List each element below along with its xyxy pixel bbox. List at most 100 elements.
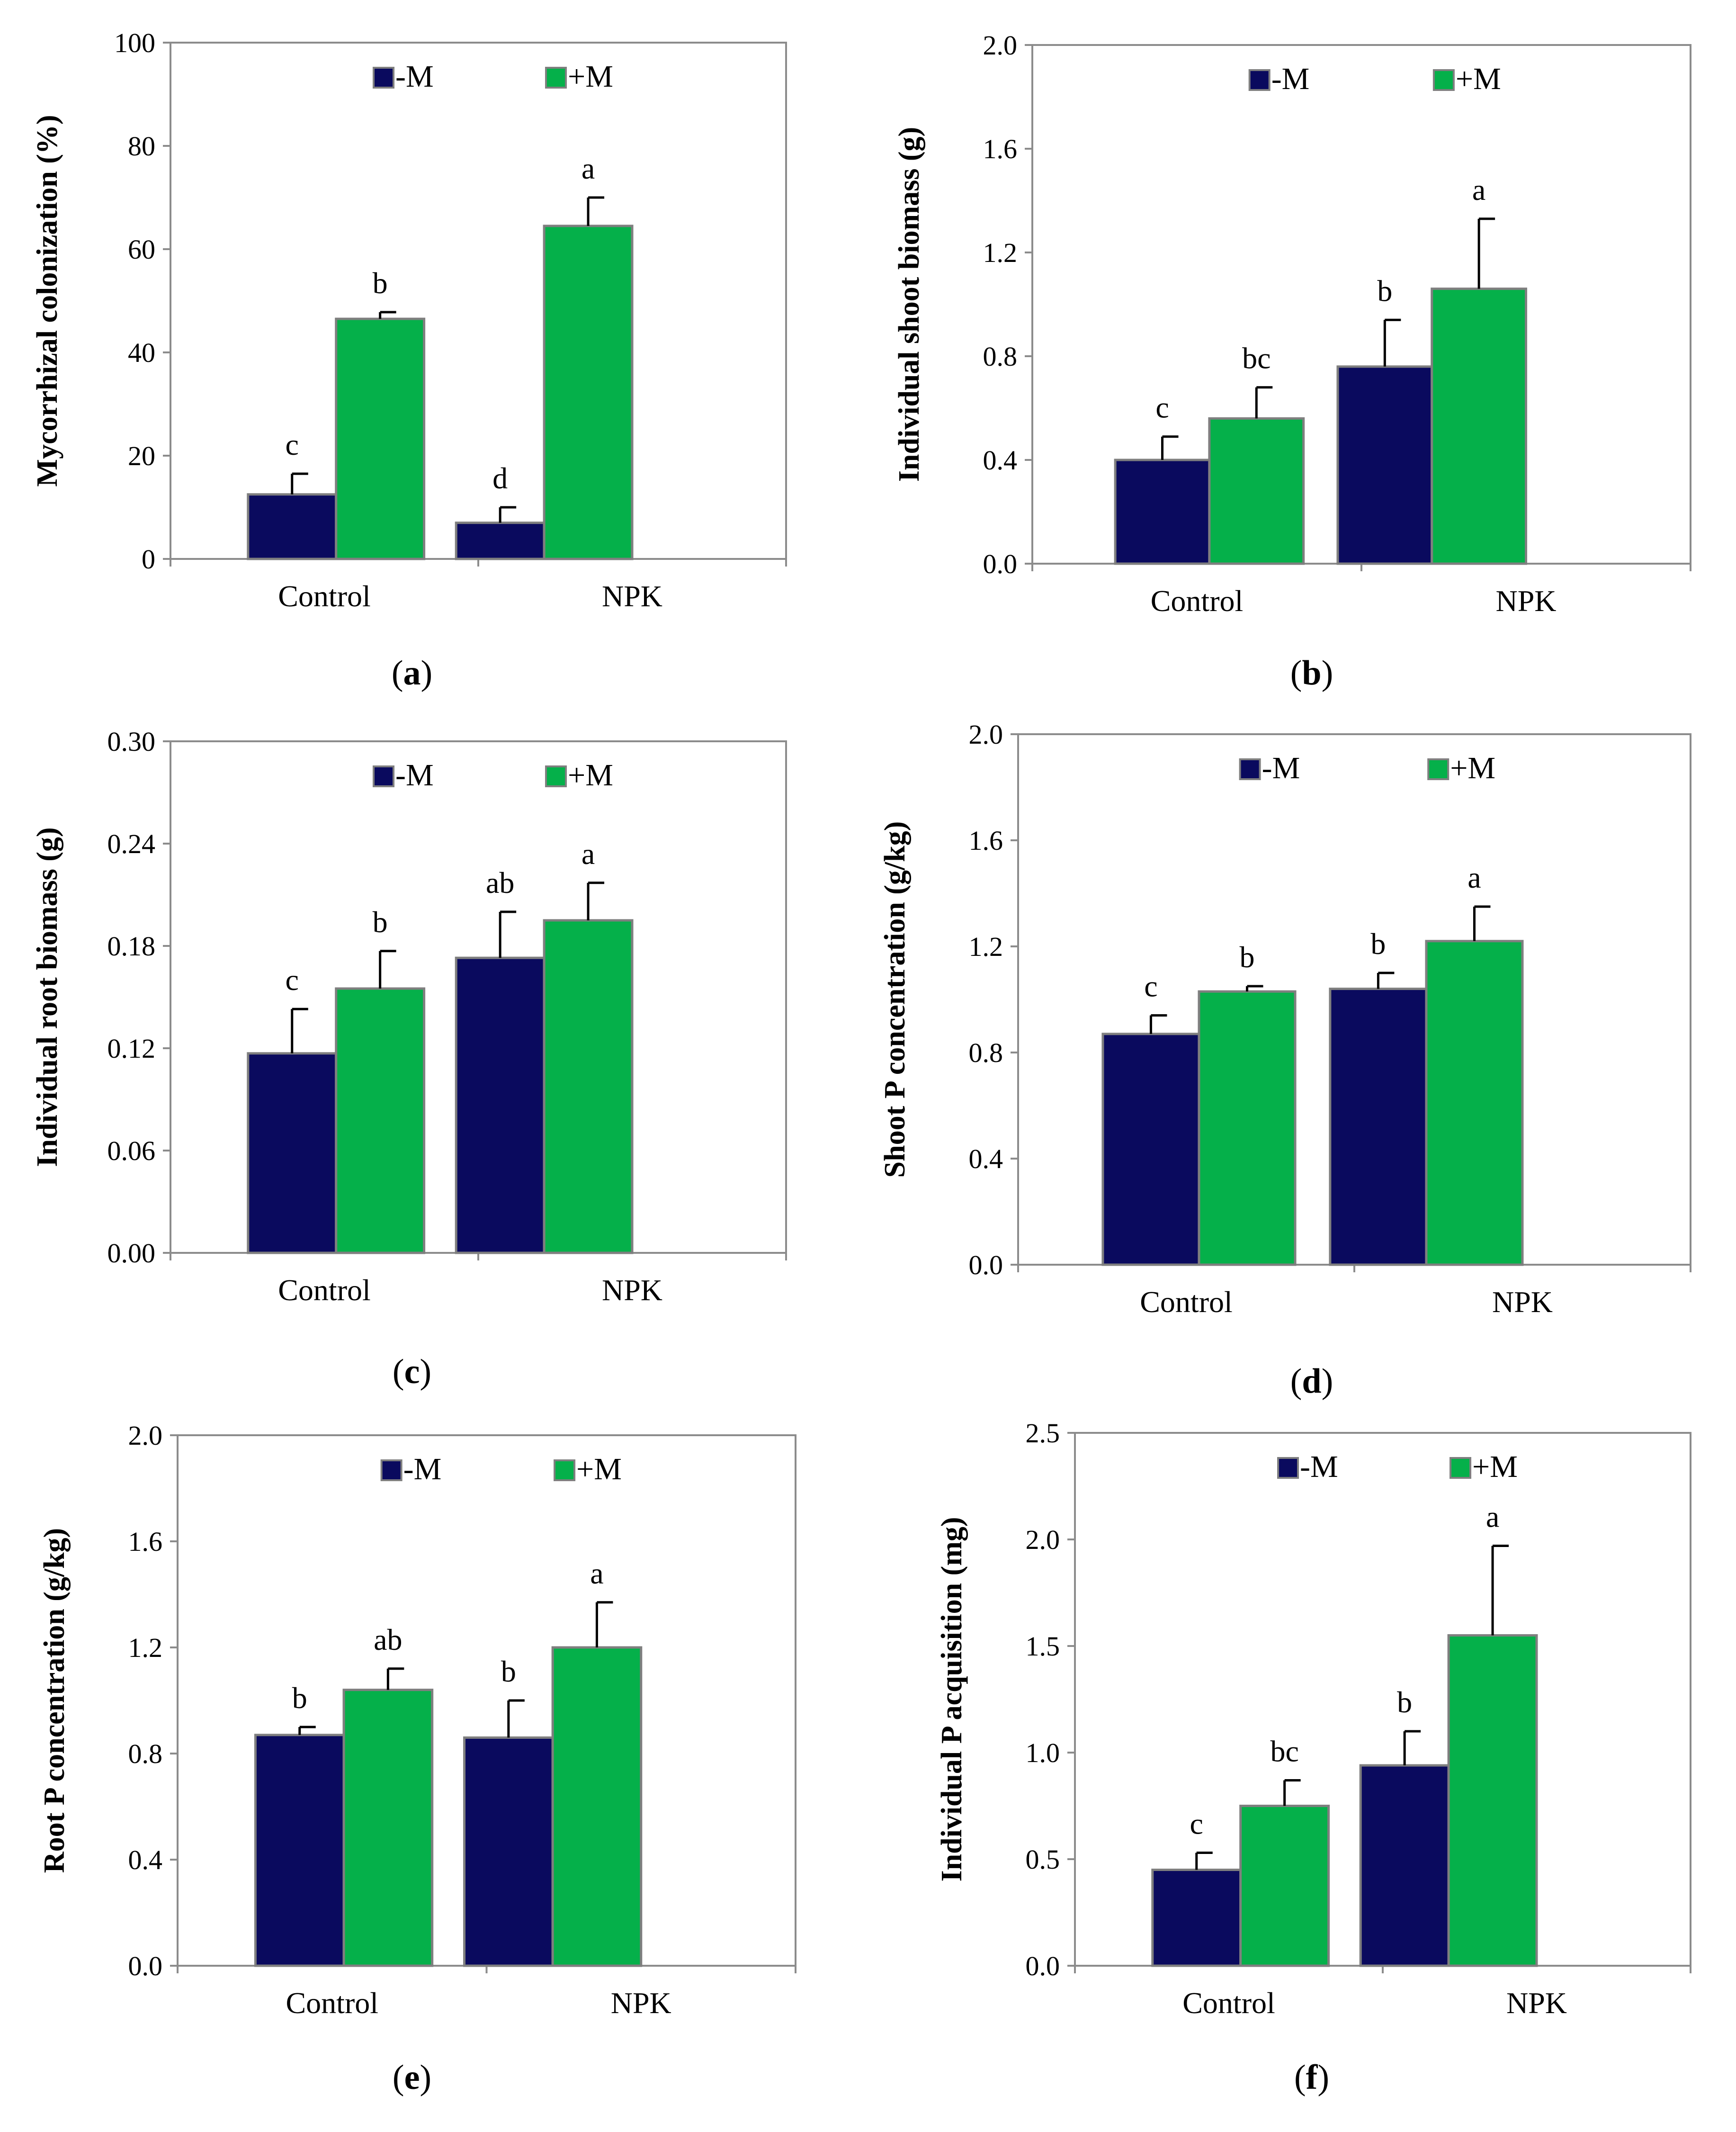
y-tick-label: 1.6 <box>983 134 1018 164</box>
bar-minus-m-control <box>247 1052 338 1254</box>
y-axis-label: Shoot P concentration (g/kg) <box>879 821 911 1178</box>
y-tick-label: 0.8 <box>128 1738 163 1769</box>
legend-swatch-plus-m <box>1450 1457 1471 1479</box>
significance-letter: d <box>492 461 508 495</box>
bar-minus-m-npk <box>1336 365 1433 565</box>
legend-swatch-plus-m <box>545 765 567 787</box>
x-tick-label-npk: NPK <box>1492 1285 1553 1319</box>
chart-panel-a: 0 20 40 60 80 100 Control NPK Mycorrhizal coloni… <box>31 27 787 693</box>
bar-plus-m-control <box>342 1689 434 1967</box>
y-tick-label: 1.2 <box>969 931 1003 962</box>
bar-plus-m-control <box>1208 417 1305 565</box>
significance-letter: bc <box>1242 342 1271 375</box>
significance-letter: a <box>1468 861 1481 894</box>
legend-label-plus-m: +M <box>568 758 613 792</box>
x-tick-label-npk: NPK <box>602 1273 662 1307</box>
x-tick-label-npk: NPK <box>1506 1986 1567 2020</box>
chart-panel-e: 0.0 0.4 0.8 1.2 1.6 2.0 Control NPK Root P conce… <box>38 1420 796 2097</box>
x-tick-label-npk: NPK <box>602 579 662 613</box>
y-tick-label: 2.0 <box>1026 1524 1060 1555</box>
x-tick-label-npk: NPK <box>611 1986 671 2020</box>
y-tick-label: 1.2 <box>983 237 1018 268</box>
legend-swatch-minus-m <box>373 765 394 787</box>
chart-panel-b: 0.0 0.4 0.8 1.2 1.6 2.0 Control NPK Individual s… <box>893 30 1691 693</box>
y-tick-label: 0.8 <box>983 341 1018 372</box>
y-tick-label: 40 <box>128 337 155 368</box>
bar-plus-m-npk <box>1431 288 1527 565</box>
bar-plus-m-npk <box>551 1646 643 1967</box>
significance-letter: b <box>1377 274 1392 307</box>
x-tick-label-control: Control <box>1140 1285 1233 1319</box>
significance-letter: a <box>1486 1500 1499 1534</box>
y-tick-label: 0.4 <box>983 445 1018 476</box>
significance-letter: b <box>292 1681 307 1715</box>
y-tick-label: 0.24 <box>107 828 156 859</box>
panel-caption-a: (a) <box>392 654 432 693</box>
bar-plus-m-control <box>1239 1805 1330 1967</box>
legend-label-minus-m: -M <box>1271 62 1310 96</box>
legend-swatch-plus-m <box>1432 69 1455 91</box>
significance-letter: b <box>1370 927 1386 961</box>
bar-plus-m-npk <box>1447 1634 1538 1967</box>
y-tick-label: 100 <box>114 27 155 58</box>
significance-letter: c <box>1190 1807 1203 1841</box>
bar-minus-m-control <box>254 1734 345 1967</box>
y-tick-label: 0.0 <box>1026 1951 1060 1981</box>
legend-label-minus-m: -M <box>395 758 434 792</box>
significance-letter: b <box>373 905 388 939</box>
legend-swatch-minus-m <box>1239 758 1261 780</box>
significance-letter: b <box>1240 940 1255 974</box>
y-tick-label: 0.4 <box>969 1143 1003 1174</box>
legend-label-plus-m: +M <box>1472 1449 1518 1484</box>
y-tick-label: 0.8 <box>969 1037 1003 1068</box>
legend-swatch-minus-m <box>380 1459 403 1481</box>
y-tick-label: 20 <box>128 441 155 471</box>
chart-panel-d: 0.0 0.4 0.8 1.2 1.6 2.0 Control NPK Shoot P conc… <box>879 719 1691 1401</box>
significance-letter: a <box>1472 173 1485 207</box>
significance-letter: c <box>1144 970 1157 1003</box>
significance-letter: b <box>501 1655 516 1688</box>
y-tick-label: 1.0 <box>1026 1737 1060 1768</box>
significance-letter: c <box>286 963 299 997</box>
y-tick-label: 0.0 <box>128 1951 163 1981</box>
significance-letter: a <box>582 152 595 185</box>
y-tick-label: 2.0 <box>983 30 1018 61</box>
plot-frame <box>170 42 787 560</box>
significance-letter: ab <box>374 1623 402 1656</box>
x-tick-label-control: Control <box>278 1273 371 1307</box>
y-tick-label: 2.0 <box>128 1420 163 1451</box>
legend-label-plus-m: +M <box>576 1452 622 1486</box>
x-tick-label-control: Control <box>1182 1986 1275 2020</box>
panel-caption-c: (c) <box>393 1352 431 1391</box>
bar-plus-m-control <box>335 317 426 560</box>
x-tick-label-control: Control <box>286 1986 378 2020</box>
significance-letter: c <box>286 428 299 461</box>
bar-minus-m-npk <box>455 522 546 560</box>
bar-minus-m-control <box>1114 459 1211 565</box>
significance-letter: c <box>1155 391 1169 424</box>
y-tick-label: 0.4 <box>128 1844 163 1875</box>
significance-letter: bc <box>1270 1735 1298 1768</box>
y-tick-label: 1.2 <box>128 1632 163 1663</box>
panel-caption-f: (f) <box>1294 2058 1329 2097</box>
y-tick-label: 1.6 <box>969 825 1003 856</box>
y-tick-label: 0.00 <box>107 1238 156 1268</box>
y-tick-label: 0.18 <box>107 931 156 962</box>
legend-label-minus-m: -M <box>395 59 434 94</box>
y-tick-label: 0.0 <box>969 1250 1003 1280</box>
y-axis-label: Individual P acquisition (mg) <box>936 1517 968 1881</box>
x-tick-label-control: Control <box>278 579 371 613</box>
y-tick-label: 2.5 <box>1026 1418 1060 1448</box>
bar-minus-m-npk <box>1329 988 1428 1266</box>
bar-minus-m-control <box>1101 1033 1200 1266</box>
legend-swatch-plus-m <box>1427 758 1450 780</box>
y-tick-label: 1.6 <box>128 1526 163 1557</box>
y-axis-label: Individual shoot biomass (g) <box>893 127 925 482</box>
bar-plus-m-control <box>1198 990 1297 1266</box>
panel-caption-d: (d) <box>1290 1362 1333 1401</box>
legend-label-minus-m: -M <box>1300 1449 1338 1484</box>
y-tick-label: 0.0 <box>983 549 1018 579</box>
significance-letter: ab <box>486 866 514 900</box>
bar-minus-m-control <box>247 493 338 560</box>
